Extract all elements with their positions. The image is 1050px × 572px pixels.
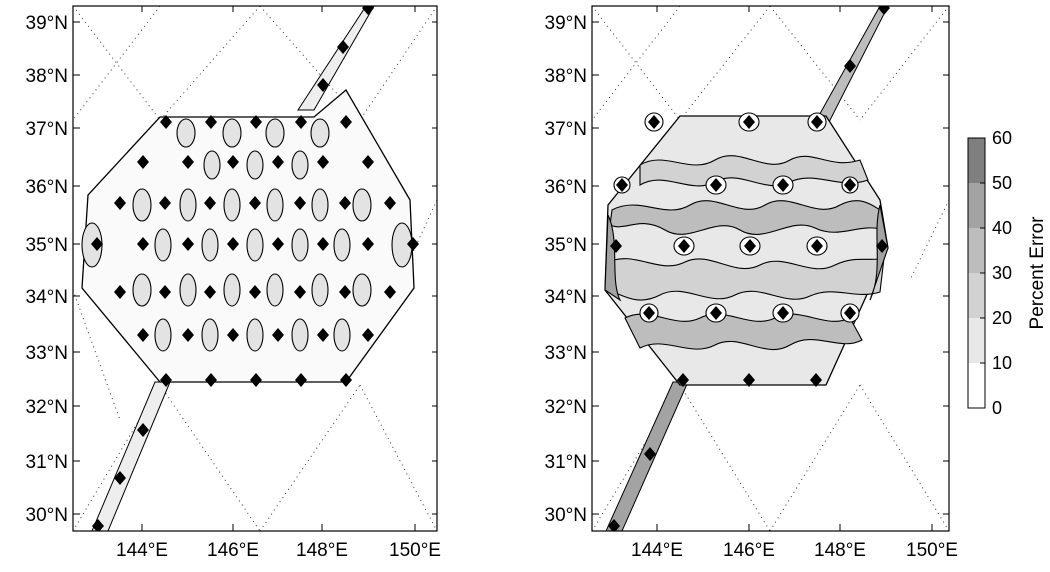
lat-label: 32°N [545, 397, 587, 418]
left-axis-ticks [73, 6, 437, 531]
lon-label: 146°E [723, 540, 775, 561]
right-lon-labels: 144°E 146°E 148°E 150°E [631, 540, 958, 561]
right-contour-bands [604, 155, 889, 351]
left-dotted-grid [73, 6, 437, 531]
left-map-panel: 39°N 38°N 37°N 36°N 35°N 34°N 33°N 32°N … [26, 5, 441, 561]
colorbar-band-0-10 [968, 363, 985, 408]
lon-label: 146°E [207, 540, 259, 561]
right-dotted-grid [592, 6, 949, 531]
lat-label: 30°N [545, 505, 587, 526]
colorbar-tick-label: 0 [992, 398, 1002, 418]
lat-label: 34°N [26, 287, 68, 308]
lat-label: 38°N [26, 66, 68, 87]
lat-label: 38°N [545, 66, 587, 87]
lon-label: 144°E [631, 540, 683, 561]
colorbar-tick-label: 20 [992, 308, 1012, 328]
lat-label: 39°N [545, 13, 587, 34]
right-lat-labels: 39°N 38°N 37°N 36°N 35°N 34°N 33°N 32°N … [545, 13, 587, 526]
colorbar-tick-label: 10 [992, 353, 1012, 373]
lon-label: 144°E [116, 540, 168, 561]
lat-label: 37°N [26, 119, 68, 140]
lon-label: 150°E [389, 540, 441, 561]
left-contours [81, 118, 413, 352]
lon-label: 148°E [296, 540, 348, 561]
left-swath [297, 6, 375, 111]
lat-label: 30°N [26, 505, 68, 526]
left-lat-labels: 39°N 38°N 37°N 36°N 35°N 34°N 33°N 32°N … [26, 13, 68, 526]
colorbar-band-20-30 [968, 273, 985, 318]
colorbar-band-10-20 [968, 318, 985, 363]
lat-label: 35°N [545, 235, 587, 256]
colorbar-band-30-40 [968, 228, 985, 273]
right-station-markers [608, 6, 890, 531]
lon-label: 148°E [814, 540, 866, 561]
right-map-panel: 39°N 38°N 37°N 36°N 35°N 34°N 33°N 32°N … [545, 5, 958, 561]
right-axis-ticks [592, 6, 949, 531]
lat-label: 31°N [545, 452, 587, 473]
lat-label: 34°N [545, 287, 587, 308]
lat-label: 36°N [26, 177, 68, 198]
lat-label: 39°N [26, 13, 68, 34]
colorbar-band-50-60 [968, 138, 985, 183]
colorbar-title: Percent Error [1027, 216, 1048, 330]
colorbar-tick-label: 40 [992, 218, 1012, 238]
lon-label: 150°E [906, 540, 958, 561]
colorbar-tick-label: 60 [992, 128, 1012, 148]
lat-label: 31°N [26, 452, 68, 473]
lat-label: 35°N [26, 235, 68, 256]
colorbar-band-40-50 [968, 183, 985, 228]
lat-label: 33°N [545, 343, 587, 364]
colorbar-tick-label: 30 [992, 263, 1012, 283]
left-lon-labels: 144°E 146°E 148°E 150°E [116, 540, 441, 561]
colorbar: 60 50 40 30 20 10 0 Percent Error [967, 128, 1048, 418]
lat-label: 36°N [545, 177, 587, 198]
lat-label: 37°N [545, 119, 587, 140]
left-station-markers [91, 6, 419, 531]
lat-label: 33°N [26, 343, 68, 364]
lat-label: 32°N [26, 397, 68, 418]
colorbar-tick-label: 50 [992, 173, 1012, 193]
